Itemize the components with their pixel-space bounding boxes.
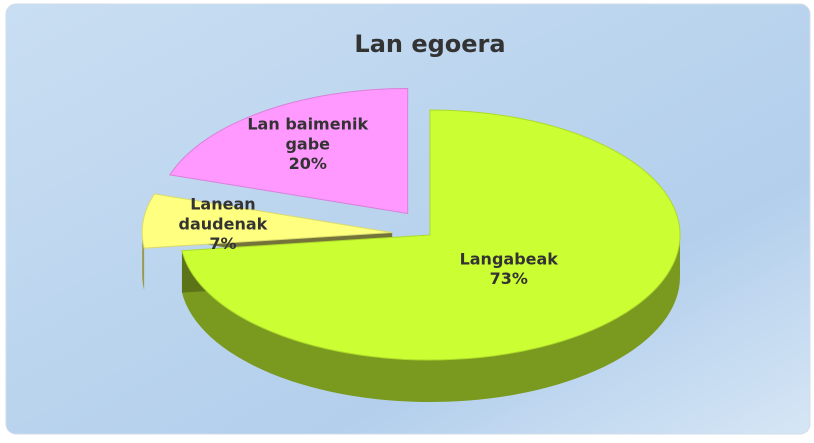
slice-value-label: 73% [490, 269, 528, 288]
slice-value-label: 20% [289, 154, 327, 173]
chart-title: Lan egoera [354, 30, 505, 58]
slice [181, 109, 681, 361]
slice-side [181, 235, 681, 402]
slice-category-label: Lanean daudenak [179, 194, 268, 233]
slice-value-label: 7% [209, 234, 236, 253]
slice-tops [141, 87, 681, 361]
slice-category-label: Langabeak [460, 249, 559, 268]
slice [169, 87, 409, 215]
slice [141, 193, 393, 249]
slice-category-label: Lan baimenik gabe [247, 114, 368, 153]
